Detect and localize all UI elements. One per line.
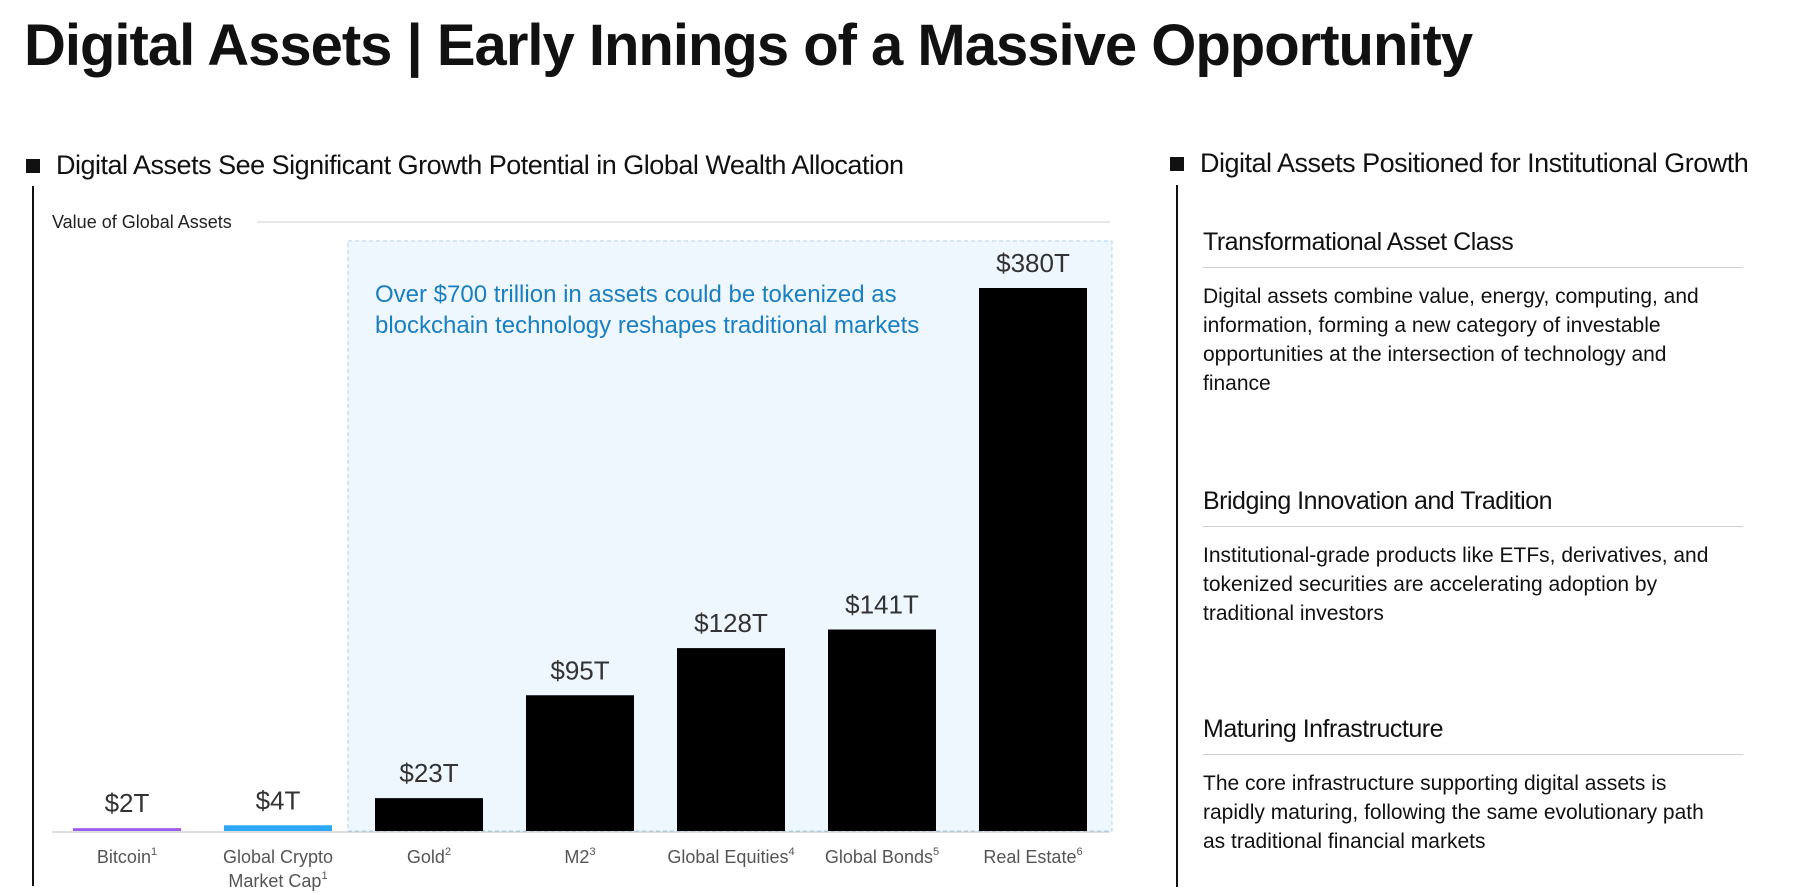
panel-section-title: Maturing Infrastructure [1203, 715, 1743, 755]
bar-bitcoin [73, 828, 181, 831]
panel-section-title: Bridging Innovation and Tradition [1203, 487, 1743, 527]
bar-value-label: $128T [694, 608, 768, 638]
category-label: Global Equities4 [667, 846, 794, 867]
category-label: Real Estate6 [983, 846, 1082, 867]
panel-section-body: Digital assets combine value, energy, co… [1203, 285, 1699, 395]
bar-global-equities [677, 648, 785, 831]
square-bullet-icon [26, 158, 40, 173]
bar-value-label: $95T [550, 655, 609, 685]
right-section-heading-text: Digital Assets Positioned for Institutio… [1200, 148, 1749, 178]
left-section-heading-text: Digital Assets See Significant Growth Po… [56, 150, 904, 180]
bar-gold [375, 798, 483, 831]
bar-value-label: $2T [105, 788, 150, 818]
right-divider-rule [1176, 185, 1178, 887]
square-bullet-icon [1170, 156, 1184, 171]
left-section-heading: Digital Assets See Significant Growth Po… [26, 150, 904, 181]
page-title: Digital Assets | Early Innings of a Mass… [24, 13, 1473, 78]
panel-section-transformational: Transformational Asset Class Digital ass… [1203, 228, 1743, 398]
bar-value-label: $23T [399, 758, 458, 788]
bar-group: $2T $4T $23T $95T $128T $141T $380T [73, 248, 1087, 831]
bar-value-label: $380T [996, 248, 1070, 278]
panel-section-title: Transformational Asset Class [1203, 228, 1743, 268]
category-label: Gold2 [407, 846, 451, 867]
annotation-line-1: Over $700 trillion in assets could be to… [375, 281, 897, 308]
right-section-heading: Digital Assets Positioned for Institutio… [1170, 148, 1749, 179]
tokenization-annotation: Over $700 trillion in assets could be to… [375, 281, 919, 339]
category-label: Global Crypto Market Cap1 [223, 847, 333, 891]
panel-section-body: The core infrastructure supporting digit… [1203, 772, 1704, 853]
bar-value-label: $4T [256, 785, 301, 815]
panel-section-body: Institutional-grade products like ETFs, … [1203, 544, 1709, 625]
bar-global-crypto-market-cap [224, 825, 332, 831]
panel-section-bridging: Bridging Innovation and Tradition Instit… [1203, 487, 1743, 628]
bar-m2 [526, 695, 634, 831]
bar-real-estate [979, 288, 1087, 831]
left-divider-rule [32, 186, 34, 886]
bar-chart: Value of Global Assets Over $700 trillio… [52, 212, 1113, 891]
category-label-group: Bitcoin1 Global Crypto Market Cap1 Gold2 M23… [97, 846, 1083, 891]
chart-title: Value of Global Assets [52, 212, 232, 232]
category-label: M23 [564, 846, 595, 867]
bar-value-label: $141T [845, 590, 919, 620]
category-label: Bitcoin1 [97, 846, 157, 867]
annotation-line-2: blockchain technology reshapes tradition… [375, 312, 919, 339]
bar-global-bonds [828, 629, 936, 831]
category-label: Global Bonds5 [825, 846, 939, 867]
panel-section-infrastructure: Maturing Infrastructure The core infrast… [1203, 715, 1743, 856]
